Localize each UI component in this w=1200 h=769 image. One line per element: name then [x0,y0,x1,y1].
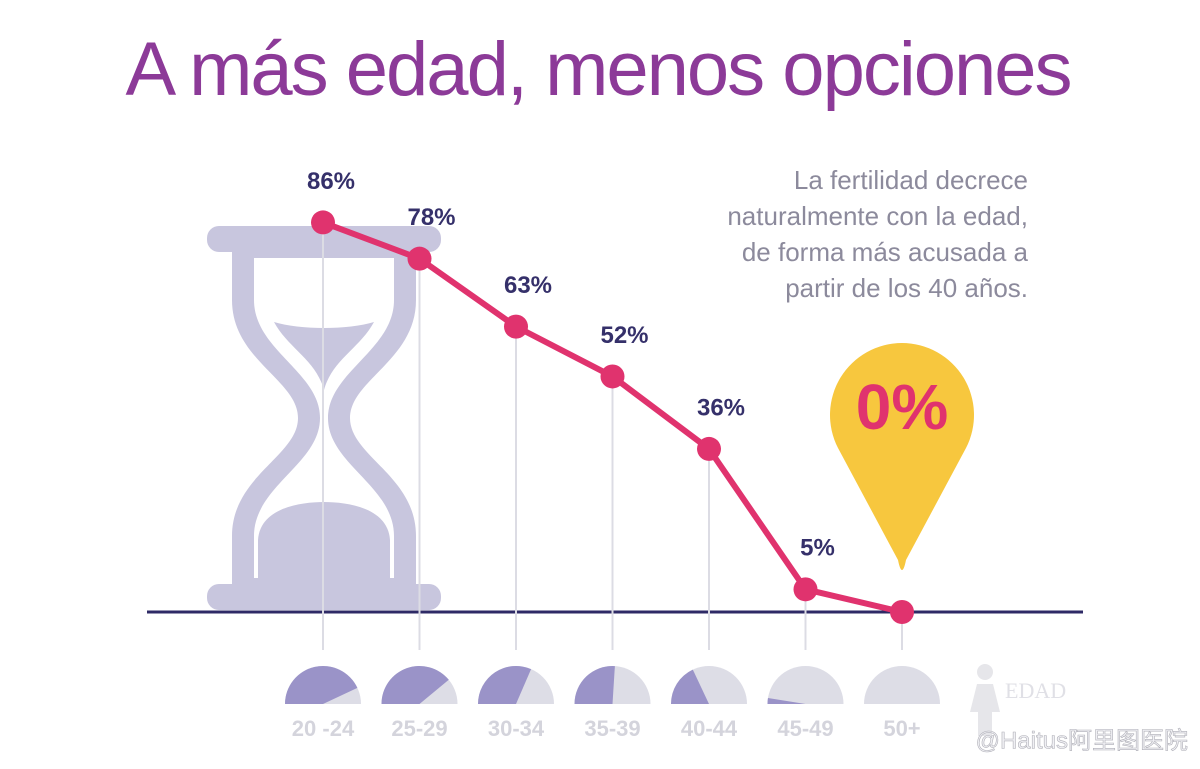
x-tick-label: 45-49 [777,716,833,741]
pie-background [767,666,844,704]
watermark: @Haitus阿里图医院 [976,727,1188,754]
point [407,246,432,271]
value-label: 36% [697,394,745,421]
annotation-line: naturalmente con la edad, [727,201,1028,231]
point [311,210,335,235]
pie-slice [767,698,806,704]
value-label: 63% [504,272,552,299]
point [793,577,818,602]
point [600,364,625,389]
pie-slice [574,666,615,704]
annotation-line: partir de los 40 años. [785,273,1028,303]
pie-slice [478,666,532,704]
pie-slice [671,669,709,704]
value-label: 86% [307,168,355,195]
x-tick-label: 25-29 [391,716,447,741]
x-axis-label: EDAD [1005,678,1066,703]
point [504,314,528,339]
point [697,436,721,461]
x-tick-label: 50+ [883,716,920,741]
point [890,600,914,624]
x-tick-label: 40-44 [681,716,738,741]
chart-title: A más edad, menos opciones [125,27,1070,112]
pie-slice [381,666,449,704]
pie-background [864,666,940,704]
pin [830,343,975,570]
annotation-line: de forma más acusada a [742,237,1029,267]
value-label: 52% [600,322,648,349]
x-tick-label: 30-34 [488,716,545,741]
value-label: 5% [800,535,835,562]
pie-slice [285,666,358,704]
x-tick-label: 35-39 [584,716,640,741]
annotation: La fertilidad decrece naturalmente con la… [727,165,1028,303]
age-icon [970,664,1000,736]
value-label: 78% [407,204,455,231]
x-tick-label: 20 -24 [292,716,355,741]
value-label: 0% [856,371,949,443]
annotation-line: La fertilidad decrece [794,165,1028,195]
